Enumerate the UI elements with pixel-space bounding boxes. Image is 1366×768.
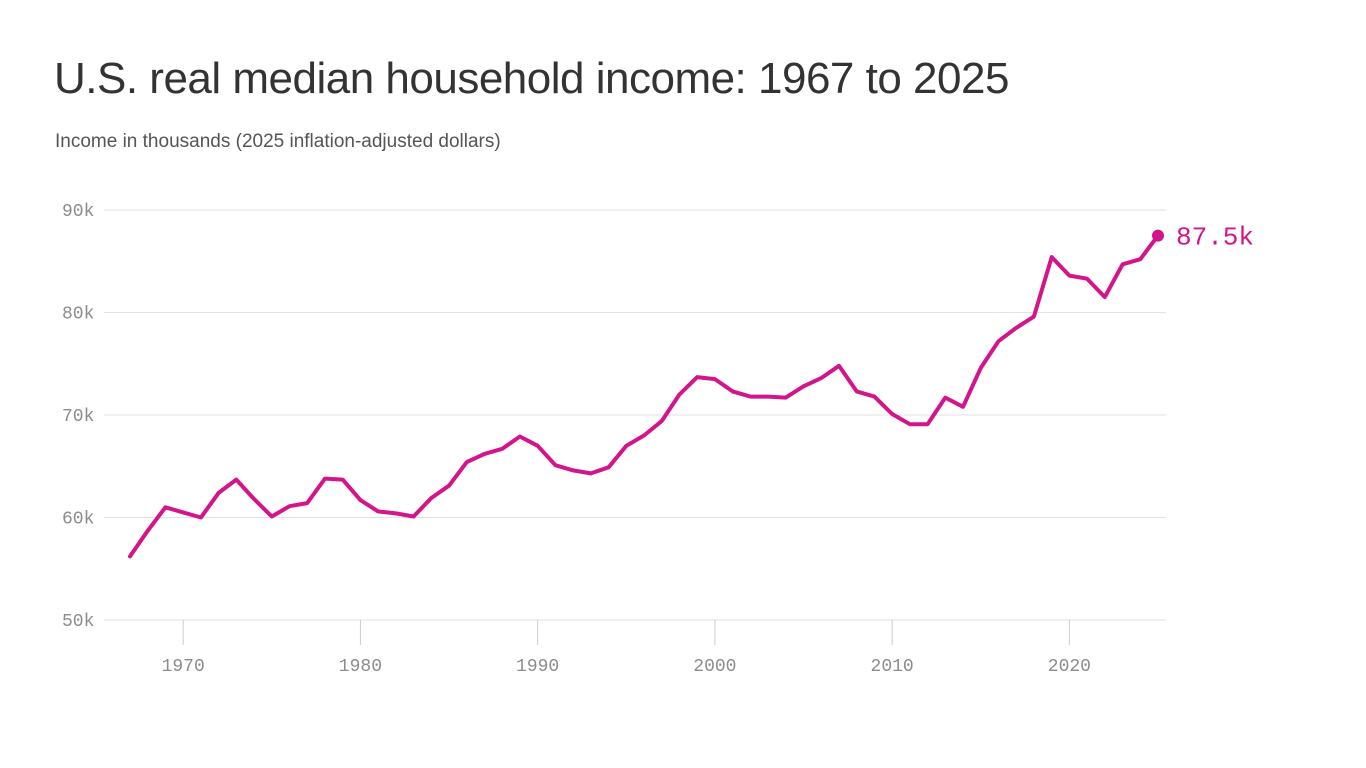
end-value-label: 87.5k — [1176, 223, 1254, 253]
x-tick-label: 1990 — [516, 657, 559, 677]
y-tick-label: 60k — [62, 510, 94, 530]
x-tick-label: 1970 — [162, 657, 205, 677]
x-tick-label: 2000 — [693, 657, 736, 677]
x-tick-label: 2020 — [1048, 657, 1091, 677]
grid-layer — [104, 209, 1166, 621]
x-tick-label: 1980 — [339, 657, 382, 677]
label-layer: 87.5k — [1176, 223, 1254, 253]
chart-subtitle: Income in thousands (2025 inflation-adju… — [55, 131, 501, 152]
series-layer — [128, 229, 1164, 559]
y-tick-label: 90k — [62, 202, 94, 222]
y-tick-label: 70k — [62, 407, 94, 427]
end-point-marker — [1152, 229, 1164, 242]
y-tick-label: 80k — [62, 305, 94, 325]
axis-layer: 50k 60k 70k 80k 90k 1970 1980 1990 2000 2010 2020 — [62, 202, 1091, 677]
y-tick-label: 50k — [62, 612, 94, 632]
x-tick-label: 2010 — [871, 657, 914, 677]
series-line — [128, 233, 1160, 559]
chart-title: U.S. real median household income: 1967 … — [54, 54, 1009, 103]
